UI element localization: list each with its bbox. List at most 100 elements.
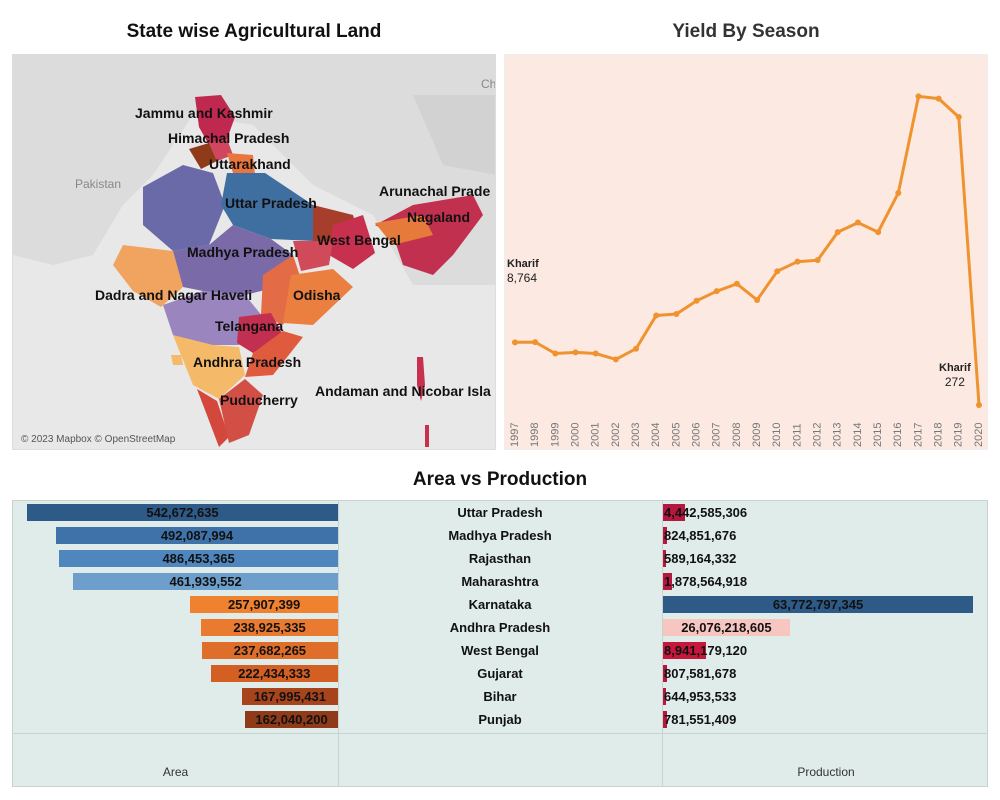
data-point[interactable] [915, 93, 922, 100]
state-label-jammu-kashmir: Jammu and Kashmir [135, 105, 273, 121]
data-point[interactable] [794, 258, 801, 265]
area-bar[interactable] [241, 688, 338, 705]
data-point[interactable] [895, 190, 902, 197]
data-point[interactable] [834, 229, 841, 236]
state-label-nagaland: Nagaland [407, 209, 471, 225]
production-value-label: 8,941,179,120 [664, 643, 748, 658]
production-bar[interactable] [663, 619, 790, 636]
state-karnataka[interactable] [173, 335, 245, 399]
state-punjab[interactable] [189, 143, 217, 169]
data-point[interactable] [592, 350, 599, 357]
data-point[interactable] [532, 339, 539, 346]
annotation-end-value: 272 [944, 375, 965, 389]
data-point[interactable] [552, 350, 559, 357]
state-kerala[interactable] [197, 389, 229, 447]
production-bar[interactable] [663, 688, 667, 705]
state-andaman-nicobar[interactable] [417, 357, 425, 401]
area-bar[interactable] [55, 527, 338, 544]
state-label-arunachal: Arunachal Prade [379, 183, 491, 199]
x-tick-label: 2020 [973, 423, 985, 447]
data-point[interactable] [512, 339, 518, 346]
state-jharkhand[interactable] [293, 241, 333, 271]
data-point[interactable] [875, 229, 882, 236]
state-label-andhra-pradesh: Andhra Pradesh [193, 354, 302, 370]
x-tick-label: 2014 [852, 423, 864, 447]
area-vs-production-chart[interactable]: 542,672,635 Uttar Pradesh 4,442,585,306 492… [12, 500, 988, 787]
category-label: West Bengal [461, 643, 539, 658]
data-point[interactable] [955, 114, 962, 121]
data-point[interactable] [673, 311, 680, 318]
bar-chart-title: Area vs Production [412, 469, 588, 490]
production-bar[interactable] [663, 550, 666, 567]
divider-right [662, 501, 663, 786]
area-bar[interactable] [201, 642, 338, 659]
yield-line-chart[interactable]: 1997 1998 1999 2000 2001 2002 2003 2004 2005 2006… [504, 54, 988, 450]
x-tick-label: 2005 [670, 423, 682, 447]
production-bar[interactable] [663, 573, 673, 590]
state-telangana[interactable] [237, 313, 283, 353]
data-point[interactable] [633, 345, 640, 352]
production-value-label: 1,878,564,918 [664, 574, 748, 589]
map-attribution[interactable]: © 2023 Mapbox © OpenStreetMap [21, 434, 176, 445]
data-point[interactable] [935, 95, 942, 102]
production-bar[interactable] [663, 711, 667, 728]
state-gujarat[interactable] [113, 245, 183, 307]
x-tick-label: 1999 [549, 423, 561, 447]
map-canvas[interactable] [13, 55, 496, 450]
state-andaman-nicobar-south[interactable] [425, 425, 429, 447]
area-bar[interactable] [27, 504, 338, 521]
state-chhattisgarh[interactable] [261, 255, 303, 325]
x-tick-label: 2003 [630, 423, 642, 447]
data-point[interactable] [653, 312, 660, 319]
area-bar[interactable] [245, 711, 338, 728]
data-point[interactable] [814, 257, 821, 264]
area-value-label: 238,925,335 [233, 620, 306, 635]
area-bar[interactable] [201, 619, 338, 636]
state-jammu-kashmir[interactable] [195, 95, 235, 145]
production-bar[interactable] [663, 504, 685, 521]
category-label: Rajasthan [468, 551, 532, 566]
data-point[interactable] [754, 297, 761, 304]
production-bar[interactable] [663, 527, 667, 544]
state-uttar-pradesh[interactable] [221, 173, 333, 241]
annotation-end: Kharif 272 [939, 361, 971, 389]
state-label-madhya-pradesh: Madhya Pradesh [187, 244, 299, 260]
production-bar[interactable] [663, 596, 973, 613]
data-point[interactable] [612, 356, 619, 363]
production-value-label: 824,851,676 [664, 528, 737, 543]
state-goa[interactable] [171, 355, 183, 365]
area-value-label: 237,682,265 [233, 643, 307, 658]
state-andhra-pradesh[interactable] [245, 331, 303, 377]
india-map[interactable]: Pakistan Ch Jammu and Kashmir Himachal P… [12, 54, 496, 450]
x-tick-label: 1997 [509, 423, 521, 447]
data-point[interactable] [733, 280, 740, 287]
line-chart-title: Yield By Season [672, 21, 820, 42]
data-point[interactable] [976, 401, 982, 408]
state-west-bengal[interactable] [329, 215, 375, 269]
production-bar[interactable] [663, 665, 667, 682]
state-uttarakhand[interactable] [227, 153, 255, 175]
area-value-label: 257,907,399 [227, 597, 301, 612]
region-label-china: Ch [481, 77, 496, 91]
area-bar[interactable] [59, 550, 338, 567]
area-bar[interactable] [73, 573, 338, 590]
state-himachal[interactable] [209, 139, 233, 161]
x-tick-label: 1998 [529, 423, 541, 447]
series-line-kharif[interactable] [514, 94, 981, 406]
state-rajasthan[interactable] [143, 165, 225, 251]
data-point[interactable] [572, 349, 579, 356]
production-bar[interactable] [663, 642, 707, 659]
state-assam[interactable] [375, 215, 433, 245]
state-tamil-nadu[interactable] [219, 379, 263, 443]
area-bar[interactable] [190, 596, 338, 613]
data-point[interactable] [854, 219, 861, 226]
x-tick-label: 2007 [711, 423, 723, 447]
x-tick-label: 2006 [690, 423, 702, 447]
state-odisha[interactable] [283, 269, 353, 325]
data-point[interactable] [713, 288, 720, 295]
data-point[interactable] [693, 297, 700, 304]
data-point[interactable] [774, 268, 781, 275]
state-label-andaman: Andaman and Nicobar Isla [315, 383, 491, 399]
axis-title-area: Area [162, 765, 189, 779]
area-bar[interactable] [210, 665, 338, 682]
